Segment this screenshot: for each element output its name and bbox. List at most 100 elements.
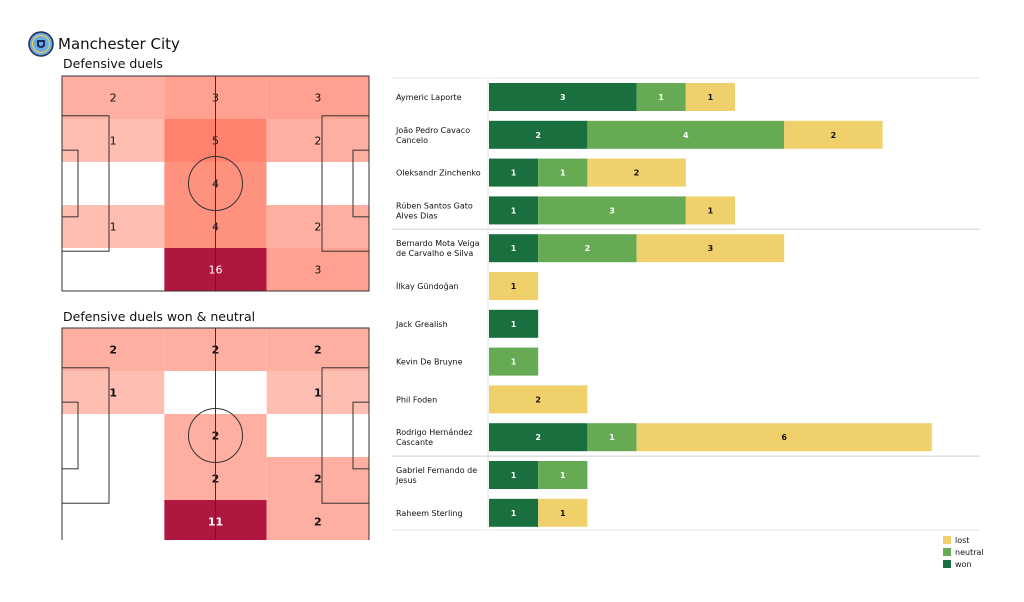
player-label: Jack Grealish <box>395 320 448 329</box>
bar-value-label: 4 <box>683 131 689 140</box>
legend-swatch-neutral <box>943 548 951 556</box>
legend-swatch-lost <box>943 536 951 544</box>
bar-value-label: 6 <box>781 433 787 442</box>
bar-value-label: 1 <box>560 509 566 518</box>
bar-value-label: 1 <box>560 471 566 480</box>
bar-segment-won <box>489 234 539 263</box>
bar-segment-lost <box>489 385 588 414</box>
player-label: Raheem Sterling <box>396 509 463 518</box>
bar-value-label: 1 <box>560 169 566 178</box>
heatmap-cell-r1-c3 <box>266 328 369 371</box>
heatmap-value-r4-c3: 2 <box>314 473 322 486</box>
player-label: João Pedro Cavaco Cancelo <box>395 126 470 145</box>
bar-segment-neutral <box>587 120 785 149</box>
heatmap-cell-r1-c1 <box>62 328 165 371</box>
legend-label-neutral: neutral <box>955 547 984 557</box>
bar-segment-lost <box>685 196 735 225</box>
legend-label-lost: lost <box>955 535 970 545</box>
bar-value-label: 2 <box>634 169 640 178</box>
team-header: Manchester City <box>28 30 180 58</box>
player-label: Kevin De Bruyne <box>396 358 463 367</box>
legend-item-neutral: neutral <box>943 546 984 558</box>
bar-value-label: 1 <box>511 509 517 518</box>
bar-segment-won <box>489 196 539 225</box>
bar-value-label: 2 <box>535 131 541 140</box>
pitch-center-circle <box>188 408 243 463</box>
bar-value-label: 1 <box>511 471 517 480</box>
bar-segment-lost <box>784 120 883 149</box>
chart-legend: lost neutral won <box>943 534 984 570</box>
player-label: Rodrigo Hernández Cascante <box>396 428 473 447</box>
pitch-right-goal-box <box>352 401 370 470</box>
bar-segment-won <box>489 83 637 111</box>
bar-segment-lost <box>636 423 932 452</box>
heatmap-value-r4-c3: 2 <box>314 221 321 234</box>
legend-item-lost: lost <box>943 534 984 546</box>
heatmap-cell-r3-c1 <box>62 414 165 457</box>
heatmap-value-r2-c1: 1 <box>110 135 117 148</box>
bar-segment-won <box>489 158 539 187</box>
bar-value-label: 1 <box>609 433 615 442</box>
player-label: Bernardo Mota Veiga de Carvalho e Silva <box>396 239 480 258</box>
bar-value-label: 2 <box>535 395 541 404</box>
bar-value-label: 1 <box>708 206 714 215</box>
bar-segment-won <box>489 461 539 489</box>
bar-segment-neutral <box>587 423 637 452</box>
bar-value-label: 1 <box>511 206 517 215</box>
heatmap-title-defensive-duels: Defensive duels <box>63 56 163 71</box>
bar-value-label: 1 <box>511 282 517 291</box>
heatmap-cell-r4-c3 <box>266 457 369 500</box>
bar-segment-neutral <box>636 83 686 111</box>
heatmap-cell-r2-c1 <box>62 119 165 162</box>
heatmap-value-r1-c3: 2 <box>314 344 322 357</box>
bar-value-label: 1 <box>511 320 517 329</box>
bar-value-label: 1 <box>511 169 517 178</box>
heatmap-title-won-neutral: Defensive duels won & neutral <box>63 309 256 324</box>
bar-value-label: 3 <box>560 93 566 102</box>
heatmap-cell-r2-c3 <box>266 371 369 414</box>
heatmap-cell-r4-c1 <box>62 205 165 248</box>
team-name: Manchester City <box>58 35 180 53</box>
bar-segment-won <box>489 309 539 338</box>
heatmap-cell-r1-c1 <box>62 76 165 119</box>
heatmap-cell-r3-c1 <box>62 162 165 205</box>
heatmap-cell-r2-c3 <box>266 119 369 162</box>
pitch-center-circle <box>188 156 243 211</box>
heatmap-cell-r4-c3 <box>266 205 369 248</box>
bar-segment-lost <box>587 158 686 187</box>
player-label: Phil Foden <box>396 395 437 404</box>
player-label: İlkay Gündoğan <box>396 281 459 291</box>
bar-segment-lost <box>489 272 539 300</box>
heatmap-value-r1-c3: 3 <box>314 92 321 105</box>
bar-segment-neutral <box>538 196 686 225</box>
heatmap-value-r1-c1: 2 <box>110 92 117 105</box>
heatmap-cell-r3-c3 <box>266 414 369 457</box>
bar-segment-neutral <box>489 347 539 376</box>
bar-segment-neutral <box>538 158 588 187</box>
player-label: Aymeric Laporte <box>396 93 462 102</box>
heatmap-value-r2-c3: 2 <box>314 135 321 148</box>
legend-label-won: won <box>955 559 972 569</box>
manchester-city-crest-icon <box>28 31 54 57</box>
pitch-left-goal-box <box>61 401 79 470</box>
bar-segment-neutral <box>538 461 588 489</box>
heatmap-value-r5-c3: 3 <box>314 264 321 277</box>
heatmap-value-r4-c1: 1 <box>110 221 117 234</box>
bar-value-label: 3 <box>609 206 615 215</box>
player-label: Rúben Santos Gato Alves Dias <box>396 201 473 220</box>
bar-value-label: 1 <box>658 93 664 102</box>
bar-segment-neutral <box>538 234 637 263</box>
player-label: Oleksandr Zinchenko <box>396 169 481 178</box>
bar-segment-lost <box>538 498 588 527</box>
player-label: Gabriel Fernando de Jesus <box>395 466 477 485</box>
heatmap-cell-r2-c1 <box>62 371 165 414</box>
heatmap-cell-r4-c1 <box>62 457 165 500</box>
bar-value-label: 1 <box>708 93 714 102</box>
legend-swatch-won <box>943 560 951 568</box>
heatmap-value-r1-c1: 2 <box>109 344 117 357</box>
bar-segment-won <box>489 423 588 452</box>
heatmap-value-r2-c1: 1 <box>109 387 117 400</box>
heatmap-cell-r5-c1 <box>62 248 165 291</box>
bar-value-label: 2 <box>831 131 837 140</box>
bar-value-label: 1 <box>511 244 517 253</box>
